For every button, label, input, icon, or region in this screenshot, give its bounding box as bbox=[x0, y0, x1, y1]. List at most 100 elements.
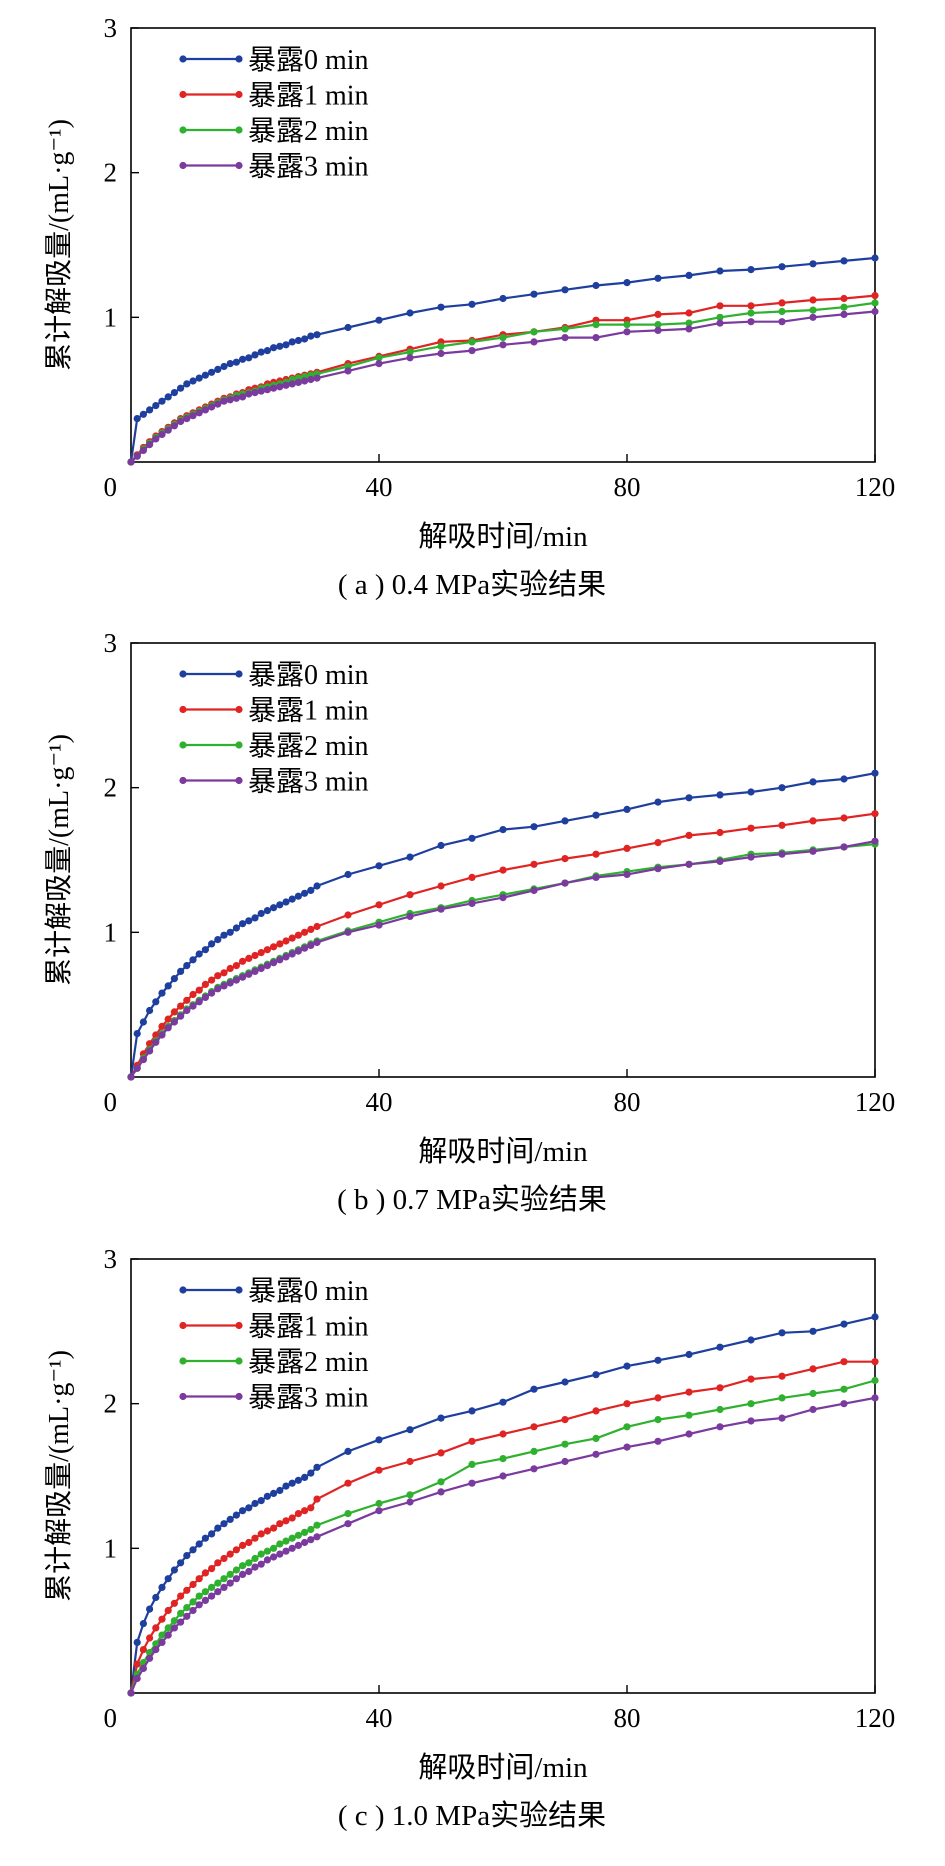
data-point bbox=[232, 1546, 240, 1554]
data-point bbox=[375, 1507, 383, 1515]
data-point bbox=[344, 1510, 352, 1518]
data-point bbox=[152, 1031, 160, 1039]
data-point bbox=[170, 422, 178, 430]
data-point bbox=[201, 1588, 209, 1596]
data-point bbox=[809, 847, 817, 855]
data-point bbox=[263, 1527, 271, 1535]
data-point bbox=[313, 882, 321, 890]
data-point bbox=[654, 798, 662, 806]
data-point bbox=[257, 909, 265, 918]
legend-label: 暴露1 min bbox=[248, 1312, 369, 1343]
data-point bbox=[220, 969, 228, 977]
data-point bbox=[288, 1544, 296, 1552]
data-point bbox=[183, 1006, 191, 1015]
data-point bbox=[809, 1389, 817, 1398]
data-point bbox=[437, 349, 445, 358]
data-point bbox=[313, 1521, 321, 1529]
data-point bbox=[778, 307, 786, 316]
data-point bbox=[257, 949, 265, 957]
data-point bbox=[263, 946, 271, 954]
data-point bbox=[251, 1499, 259, 1508]
data-point bbox=[530, 886, 538, 895]
data-point bbox=[375, 354, 383, 362]
data-point bbox=[263, 347, 271, 355]
x-tick-label: 80 bbox=[614, 1087, 641, 1117]
data-point bbox=[263, 1547, 271, 1555]
data-point bbox=[270, 1553, 278, 1561]
data-point bbox=[158, 1031, 166, 1039]
data-point bbox=[809, 817, 817, 825]
x-tick-label: 40 bbox=[366, 472, 393, 502]
data-point bbox=[139, 1056, 147, 1064]
legend: 暴露0 min 暴露1 min 暴露2 min 暴露3 min bbox=[179, 1276, 369, 1414]
series-4 bbox=[127, 837, 879, 1081]
data-point bbox=[245, 970, 253, 978]
data-point bbox=[189, 956, 197, 964]
data-point bbox=[263, 1492, 271, 1500]
data-point bbox=[375, 316, 383, 324]
data-point bbox=[146, 1047, 154, 1055]
data-point bbox=[158, 397, 166, 405]
data-point bbox=[301, 944, 309, 952]
data-point bbox=[685, 309, 693, 317]
data-point bbox=[406, 354, 414, 362]
data-point bbox=[164, 1575, 172, 1583]
data-point bbox=[270, 959, 278, 967]
data-point bbox=[195, 998, 203, 1006]
data-point bbox=[189, 990, 197, 999]
data-point bbox=[133, 1674, 141, 1683]
y-tick-label: 3 bbox=[104, 13, 118, 43]
data-point bbox=[375, 921, 383, 929]
data-point bbox=[406, 309, 414, 317]
data-point bbox=[654, 1356, 662, 1364]
data-point bbox=[592, 1407, 600, 1415]
data-point bbox=[183, 1552, 191, 1560]
data-point bbox=[208, 1565, 216, 1573]
data-point bbox=[208, 368, 216, 376]
data-point bbox=[871, 1313, 879, 1321]
data-point bbox=[195, 374, 203, 382]
data-point bbox=[239, 1562, 247, 1570]
data-point bbox=[214, 1588, 222, 1596]
data-point bbox=[468, 834, 476, 842]
y-tick-label: 2 bbox=[104, 158, 118, 188]
data-point bbox=[226, 1570, 234, 1578]
data-point bbox=[232, 976, 240, 984]
data-point bbox=[747, 788, 755, 796]
data-point bbox=[375, 360, 383, 368]
data-point bbox=[270, 904, 278, 912]
series-3 bbox=[127, 1376, 879, 1697]
data-point bbox=[146, 406, 154, 414]
chart-caption: ( c ) 1.0 MPa实验结果 bbox=[338, 1799, 606, 1832]
data-point bbox=[623, 1443, 631, 1451]
data-point bbox=[164, 1024, 172, 1032]
data-point bbox=[158, 1631, 166, 1639]
data-point bbox=[195, 1575, 203, 1583]
data-point bbox=[276, 1520, 284, 1528]
data-point bbox=[170, 389, 178, 397]
data-point bbox=[468, 338, 476, 346]
data-point bbox=[257, 348, 265, 356]
data-point bbox=[871, 307, 879, 316]
x-tick-label: 0 bbox=[104, 1087, 118, 1117]
data-point bbox=[716, 313, 724, 321]
data-point bbox=[530, 1423, 538, 1431]
data-point bbox=[654, 321, 662, 329]
data-point bbox=[220, 362, 228, 371]
legend-marker bbox=[179, 161, 187, 170]
data-point bbox=[468, 899, 476, 908]
data-point bbox=[313, 938, 321, 947]
data-point bbox=[146, 1006, 154, 1015]
data-point bbox=[226, 964, 234, 973]
data-point bbox=[270, 384, 278, 392]
data-point bbox=[251, 1534, 259, 1542]
data-point bbox=[561, 879, 569, 887]
data-point bbox=[288, 895, 296, 903]
data-point bbox=[530, 1465, 538, 1473]
data-point bbox=[623, 1362, 631, 1370]
data-point bbox=[685, 860, 693, 868]
data-point bbox=[288, 1479, 296, 1487]
data-point bbox=[307, 1469, 315, 1477]
data-point bbox=[208, 1583, 216, 1591]
data-point bbox=[170, 1624, 178, 1632]
